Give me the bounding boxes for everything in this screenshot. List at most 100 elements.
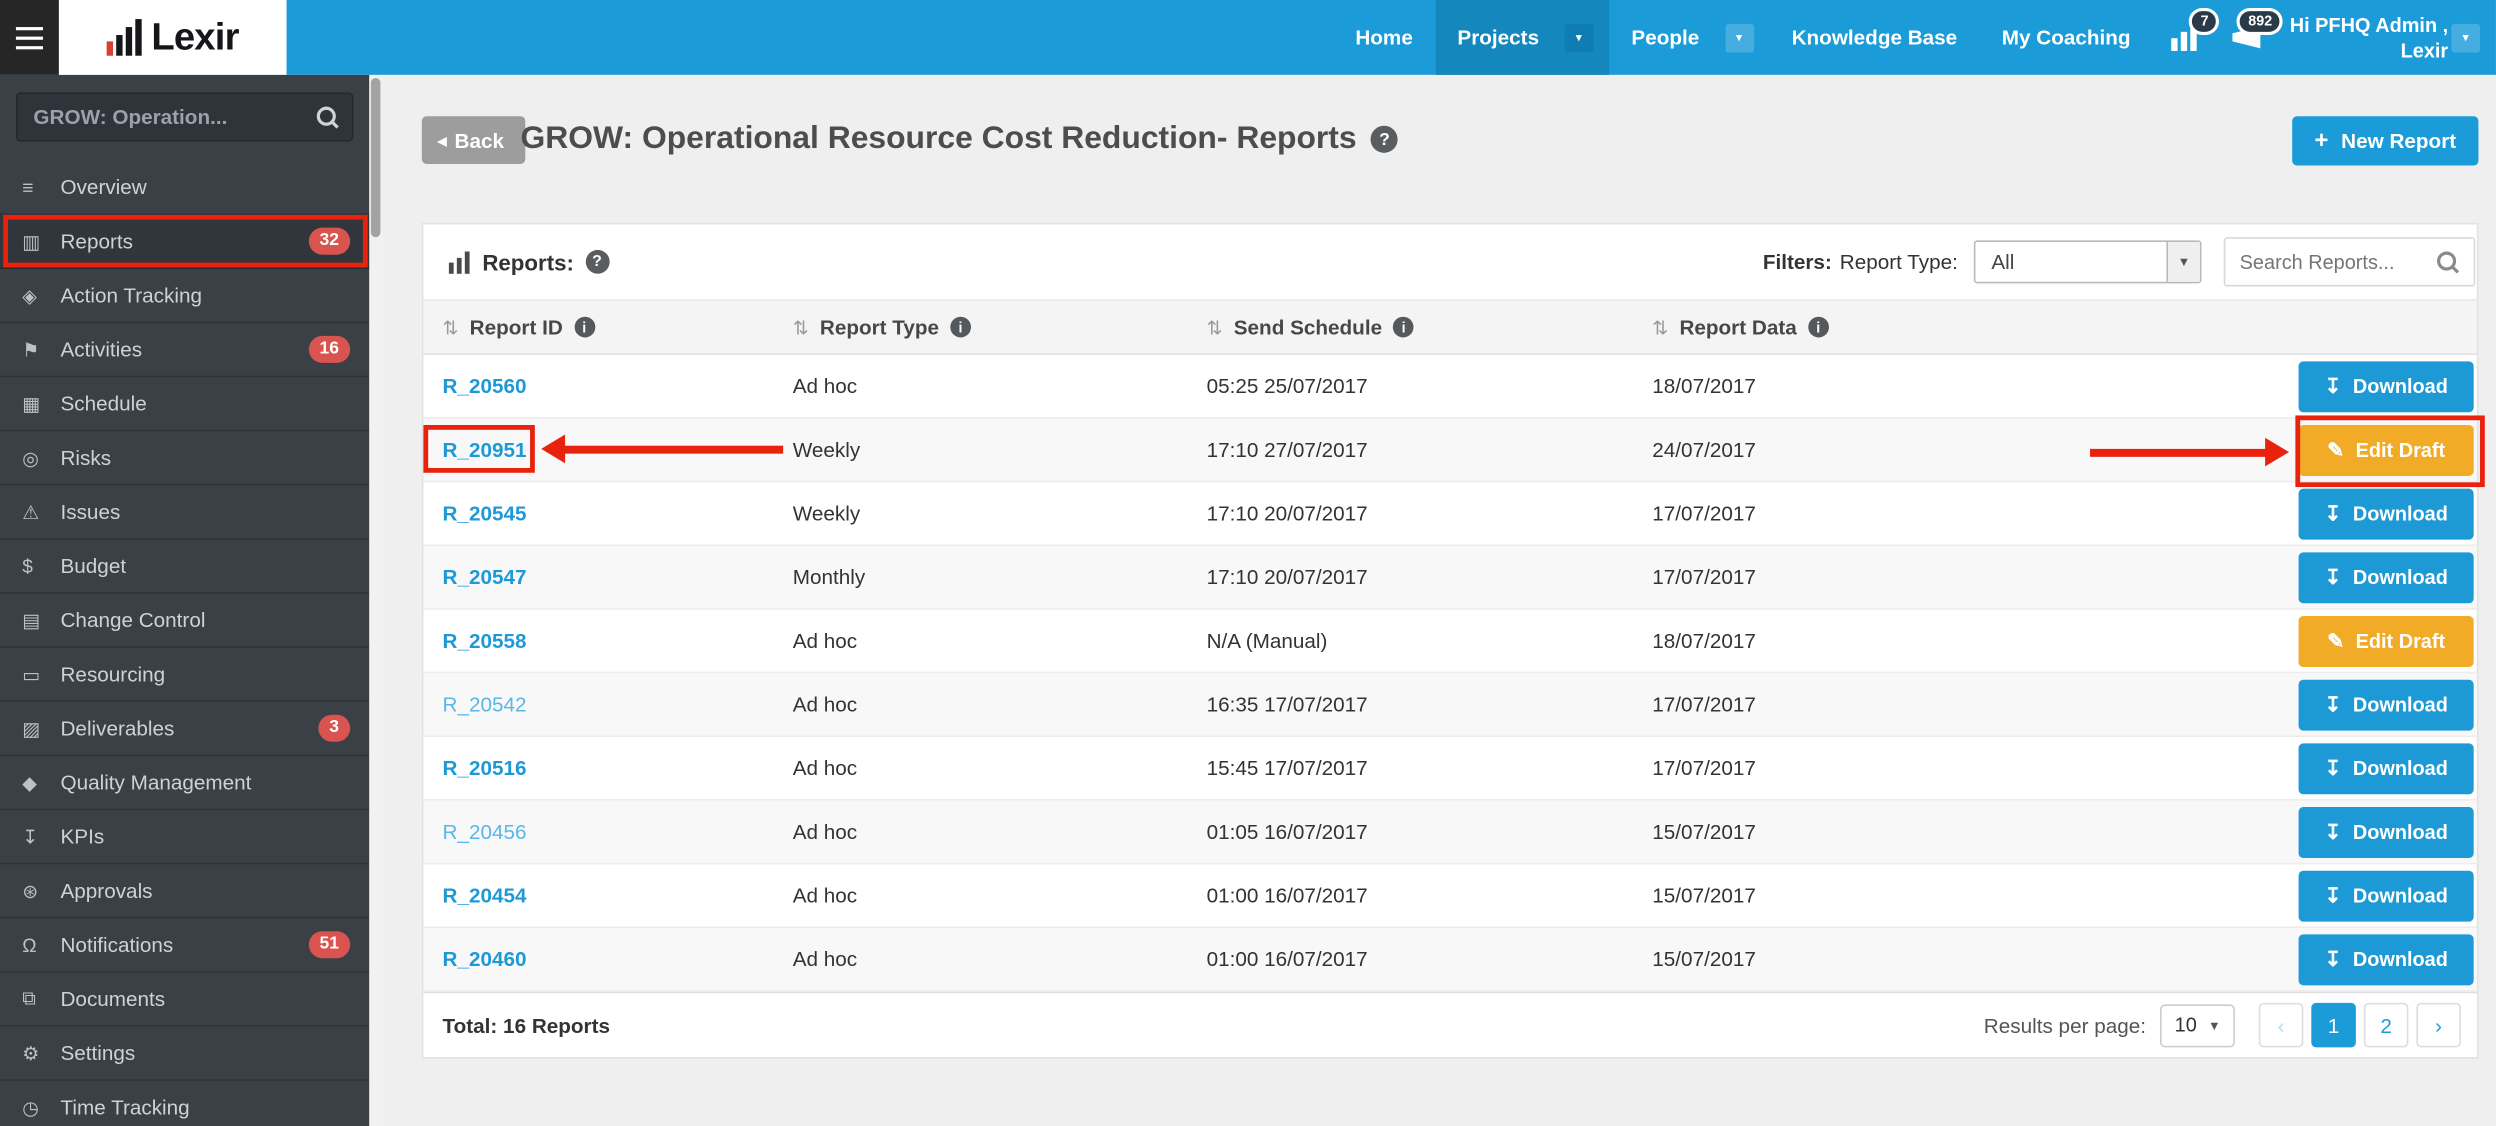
chevron-down-icon[interactable]: ▾ <box>1724 23 1754 52</box>
nav-item-people[interactable]: People ▾ <box>1609 0 1769 75</box>
back-button-label: Back <box>454 128 504 153</box>
sidebar-item-deliverables[interactable]: ▨ Deliverables 3 <box>0 702 370 757</box>
report-type-select[interactable]: All <box>1973 240 2202 284</box>
sidebar-item-overview[interactable]: ≡ Overview <box>0 161 370 215</box>
sidebar-item-budget[interactable]: $ Budget <box>0 540 370 594</box>
download-button[interactable]: ↧ Download <box>2298 551 2474 603</box>
send-schedule-cell: N/A (Manual) <box>1206 628 1328 653</box>
page-button-1[interactable]: 1 <box>2311 1002 2356 1048</box>
sort-icon[interactable]: ⇅ <box>1206 315 1223 339</box>
sort-icon[interactable]: ⇅ <box>442 315 459 339</box>
new-report-button[interactable]: New Report <box>2292 116 2479 166</box>
info-icon[interactable] <box>573 316 595 338</box>
column-header-send-schedule[interactable]: ⇅ Send Schedule <box>1187 301 1633 354</box>
send-schedule-cell: 17:10 20/07/2017 <box>1206 501 1368 526</box>
table-body: R_20560 Ad hoc 05:25 25/07/2017 18/07/2017 ↧… <box>423 355 2477 992</box>
nav-item-projects[interactable]: Projects ▾ <box>1435 0 1610 75</box>
bar-chart-icon <box>448 250 470 273</box>
download-button[interactable]: ↧ Download <box>2298 742 2474 794</box>
download-button[interactable]: ↧ Download <box>2298 806 2474 858</box>
download-button[interactable]: ↧ Download <box>2298 869 2474 921</box>
sidebar-item-issues[interactable]: ⚠ Issues <box>0 485 370 540</box>
download-button[interactable]: ↧ Download <box>2298 933 2474 985</box>
nav-item-label[interactable]: Home <box>1355 25 1413 50</box>
nav-item-label[interactable]: Projects <box>1457 25 1540 50</box>
sidebar-item-documents[interactable]: ⧉ Documents <box>0 973 370 1027</box>
chevron-down-icon[interactable]: ▾ <box>1564 23 1594 52</box>
download-button[interactable]: ↧ Download <box>2298 360 2474 412</box>
sidebar-item-time-tracking[interactable]: ◷ Time Tracking <box>0 1081 369 1126</box>
documents-icon: ⧉ <box>22 986 36 1010</box>
report-id-link[interactable]: R_20460 <box>442 947 527 971</box>
report-id-link[interactable]: R_20542 <box>442 692 527 717</box>
nav-item-my-coaching[interactable]: My Coaching <box>1979 0 2152 75</box>
notification-badge: 7 <box>2189 7 2220 35</box>
report-id-link[interactable]: R_20547 <box>442 565 527 589</box>
download-icon: ↧ <box>2324 946 2342 971</box>
report-id-link[interactable]: R_20454 <box>442 883 527 908</box>
reports-search <box>2223 237 2476 287</box>
sort-icon[interactable]: ⇅ <box>792 315 809 339</box>
sidebar-item-label: KPIs <box>60 824 105 849</box>
report-id-link[interactable]: R_20560 <box>442 374 527 398</box>
megaphone-icon[interactable]: 892 <box>2220 0 2284 75</box>
project-search-input[interactable] <box>15 92 354 142</box>
report-id-link[interactable]: R_20951 <box>442 437 527 462</box>
info-icon[interactable] <box>1807 316 1829 338</box>
reports-search-input[interactable] <box>2239 250 2438 273</box>
sidebar-item-settings[interactable]: ⚙ Settings <box>0 1027 370 1081</box>
user-menu[interactable]: Hi PFHQ Admin , Lexir ▾ <box>2290 0 2496 75</box>
sidebar-item-risks[interactable]: ◎ Risks <box>0 431 370 486</box>
nav-item-label[interactable]: Knowledge Base <box>1791 25 1958 50</box>
sidebar-item-kpis[interactable]: ↧ KPIs <box>0 810 370 865</box>
reports-heading: Reports: <box>482 249 574 275</box>
report-type-cell: Ad hoc <box>792 947 858 971</box>
info-icon[interactable] <box>950 316 971 338</box>
sidebar-scrollbar[interactable] <box>370 77 381 238</box>
chevron-down-icon[interactable]: ▾ <box>2451 23 2481 52</box>
column-label: Report Data <box>1679 315 1797 340</box>
nav-item-home[interactable]: Home <box>1333 0 1435 75</box>
previous-page-button[interactable]: ‹ <box>2258 1002 2304 1048</box>
button-label: Download <box>2352 884 2448 907</box>
sidebar-item-notifications[interactable]: Ω Notifications 51 <box>0 918 370 973</box>
report-id-link[interactable]: R_20558 <box>442 628 527 653</box>
sidebar-item-action-tracking[interactable]: ◈ Action Tracking <box>0 269 370 324</box>
page-button-2[interactable]: 2 <box>2363 1002 2409 1048</box>
sidebar-item-schedule[interactable]: ▦ Schedule <box>0 377 370 432</box>
brand-logo[interactable]: Lexir <box>58 0 287 75</box>
info-icon[interactable] <box>1393 316 1414 338</box>
download-button[interactable]: ↧ Download <box>2298 487 2474 539</box>
nav-item-label[interactable]: My Coaching <box>2001 25 2131 50</box>
sort-icon[interactable]: ⇅ <box>1652 315 1669 339</box>
column-header-report-id[interactable]: ⇅ Report ID <box>423 301 773 354</box>
download-button[interactable]: ↧ Download <box>2298 678 2474 730</box>
sidebar-item-activities[interactable]: ⚑ Activities 16 <box>0 323 370 378</box>
stats-icon[interactable]: 7 <box>2159 0 2220 75</box>
sidebar-item-quality-management[interactable]: ◆ Quality Management <box>0 756 370 811</box>
sidebar-item-label: Risks <box>60 445 112 470</box>
sidebar-item-change-control[interactable]: ▤ Change Control <box>0 594 370 648</box>
sidebar-item-approvals[interactable]: ⊛ Approvals <box>0 864 370 919</box>
next-page-button[interactable]: › <box>2416 1002 2461 1048</box>
button-label: Download <box>2352 693 2448 716</box>
nav-item-label[interactable]: People <box>1631 25 1700 50</box>
help-icon[interactable] <box>585 249 609 274</box>
sidebar-item-reports[interactable]: ▥ Reports 32 <box>0 214 370 270</box>
menu-toggle-button[interactable] <box>0 0 59 75</box>
report-id-link[interactable]: R_20456 <box>442 819 527 844</box>
help-icon[interactable] <box>1370 125 1399 153</box>
edit-draft-button[interactable]: ✎ Edit Draft <box>2298 615 2474 667</box>
column-header-report-data[interactable]: ⇅ Report Data <box>1633 301 2297 354</box>
results-per-page-select[interactable]: 10 <box>2160 1003 2235 1047</box>
report-id-link[interactable]: R_20545 <box>442 501 527 526</box>
chevron-down-icon[interactable] <box>2166 241 2200 282</box>
edit-draft-button[interactable]: ✎ Edit Draft <box>2298 424 2474 476</box>
bar-chart-icon: ▥ <box>22 230 41 253</box>
column-header-report-type[interactable]: ⇅ Report Type <box>774 301 1188 354</box>
sidebar-item-resourcing[interactable]: ▭ Resourcing <box>0 648 370 702</box>
nav-item-knowledge-base[interactable]: Knowledge Base <box>1769 0 1979 75</box>
report-id-link[interactable]: R_20516 <box>442 756 527 780</box>
search-icon[interactable] <box>2437 250 2459 273</box>
back-button[interactable]: Back <box>421 116 525 164</box>
